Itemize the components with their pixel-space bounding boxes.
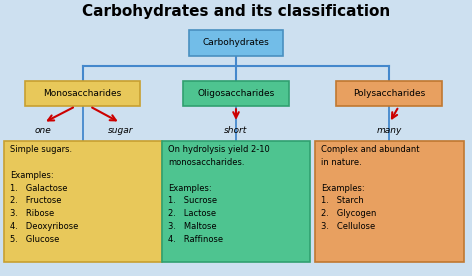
Text: Polysaccharides: Polysaccharides: [353, 89, 426, 98]
FancyBboxPatch shape: [25, 81, 141, 106]
FancyBboxPatch shape: [336, 81, 442, 106]
Text: Carbohydrates: Carbohydrates: [202, 38, 270, 47]
Text: Oligosaccharides: Oligosaccharides: [197, 89, 275, 98]
Text: Carbohydrates and its classification: Carbohydrates and its classification: [82, 4, 390, 19]
FancyBboxPatch shape: [315, 141, 464, 262]
FancyBboxPatch shape: [189, 30, 283, 56]
FancyBboxPatch shape: [183, 81, 289, 106]
Text: Monosaccharides: Monosaccharides: [43, 89, 122, 98]
Text: many: many: [377, 126, 402, 135]
Text: Simple sugars.

Examples:
1.   Galactose
2.   Fructose
3.   Ribose
4.   Deoxyrib: Simple sugars. Examples: 1. Galactose 2.…: [9, 145, 78, 244]
Text: On hydrolysis yield 2-10
monosaccharides.

Examples:
1.   Sucrose
2.   Lactose
3: On hydrolysis yield 2-10 monosaccharides…: [168, 145, 270, 244]
Text: sugar: sugar: [108, 126, 133, 135]
FancyBboxPatch shape: [161, 141, 311, 262]
Text: Complex and abundant
in nature.

Examples:
1.   Starch
2.   Glycogen
3.   Cellul: Complex and abundant in nature. Examples…: [321, 145, 420, 231]
Text: short: short: [224, 126, 248, 135]
Text: one: one: [35, 126, 52, 135]
FancyBboxPatch shape: [3, 141, 161, 262]
